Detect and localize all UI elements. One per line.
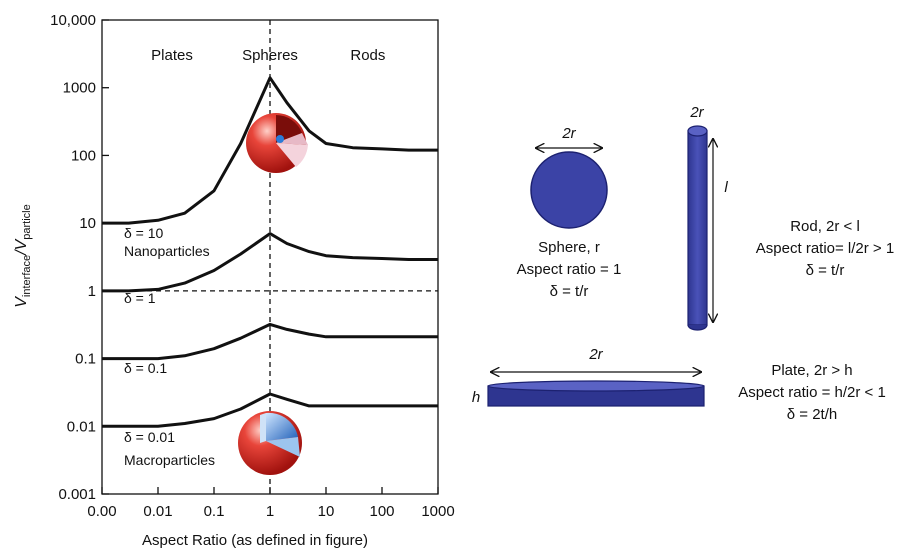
plate-caption-1: Plate, 2r > h — [771, 362, 852, 379]
y-tick-labels: 10,000 1000 100 10 1 0.1 0.01 0.001 — [50, 12, 96, 503]
x-tick-label: 1000 — [421, 503, 454, 520]
sphere-caption-2: Aspect ratio = 1 — [517, 261, 622, 278]
rod-top-label: 2r — [689, 104, 704, 121]
y-tick-label: 10,000 — [50, 12, 96, 29]
plate-caption-2: Aspect ratio = h/2r < 1 — [738, 384, 886, 401]
plate-width-label: 2r — [588, 346, 603, 363]
x-tick-label: 100 — [369, 503, 394, 520]
region-labels: Plates Spheres Rods — [151, 47, 385, 64]
y-tick-label: 100 — [71, 147, 96, 164]
rod-top-cap — [687, 125, 708, 137]
y-axis-title: Vinterface/Vparticle — [13, 204, 33, 307]
rod-caption-1: Rod, 2r < l — [790, 218, 860, 235]
series-line-2 — [102, 232, 438, 293]
y-tick-label: 0.001 — [58, 486, 96, 503]
series-line-3 — [102, 322, 438, 361]
series-labels: δ = 10 Nanoparticles δ = 1 δ = 0.1 δ = 0.01 M… — [124, 225, 215, 468]
y-tick-label: 0.01 — [67, 418, 96, 435]
series-note-4: Macroparticles — [124, 452, 215, 468]
rod-body — [687, 130, 708, 326]
x-axis-title: Aspect Ratio (as defined in figure) — [142, 532, 368, 549]
x-tick-labels: 0.00 0.01 0.1 1 10 100 1000 — [87, 503, 454, 520]
series-label-3: δ = 0.1 — [124, 360, 167, 376]
plate-caption-3: δ = 2t/h — [787, 406, 837, 423]
region-label-spheres: Spheres — [242, 47, 298, 64]
y-tick-label: 1000 — [63, 80, 96, 97]
y-axis-title-sub2: particle — [21, 204, 33, 239]
series-label-2: δ = 1 — [124, 290, 156, 306]
sphere-dimension-label: 2r — [561, 125, 576, 142]
rod-length-label: l — [724, 179, 728, 196]
y-axis-title-sep: /V — [13, 238, 30, 255]
series-line-4 — [102, 392, 438, 428]
y-tick-label: 0.1 — [75, 351, 96, 368]
rod-caption-2: Aspect ratio= l/2r > 1 — [756, 240, 894, 257]
y-tick-label: 10 — [79, 215, 96, 232]
x-tick-label: 0.01 — [143, 503, 172, 520]
nanoparticle-sphere-icon — [246, 113, 308, 173]
region-label-plates: Plates — [151, 47, 193, 64]
region-label-rods: Rods — [350, 47, 385, 64]
x-tick-label: 0.1 — [204, 503, 225, 520]
y-axis-title-sub1: interface — [21, 255, 33, 297]
plate-top — [487, 380, 705, 392]
series-line-1 — [102, 76, 438, 225]
sphere-diagram: 2r Sphere, r Aspect ratio = 1 δ = t/r — [517, 125, 622, 300]
x-tick-label: 0.00 — [87, 503, 116, 520]
plate-diagram: 2r h Plate, 2r > h Aspect ratio = h/2r <… — [472, 346, 886, 423]
sphere-caption-3: δ = t/r — [550, 283, 589, 300]
sphere-shape — [530, 151, 608, 229]
series-lines — [102, 76, 438, 428]
sphere-caption-1: Sphere, r — [538, 239, 600, 256]
y-tick-label: 1 — [88, 283, 96, 300]
x-tick-label: 1 — [266, 503, 274, 520]
plate-height-label: h — [472, 389, 480, 406]
plot-area — [101, 19, 439, 495]
y-axis-title-main: V — [13, 296, 30, 308]
rod-diagram: 2r l Rod, 2r < l Aspect ratio= l/2r > 1 … — [687, 104, 894, 331]
series-label-4: δ = 0.01 — [124, 429, 175, 445]
x-tick-label: 10 — [318, 503, 335, 520]
macroparticle-sphere-icon — [238, 411, 302, 475]
series-note-1: Nanoparticles — [124, 243, 210, 259]
rod-bottom-cap — [687, 324, 708, 331]
series-label-1: δ = 10 — [124, 225, 164, 241]
rod-caption-3: δ = t/r — [806, 262, 845, 279]
